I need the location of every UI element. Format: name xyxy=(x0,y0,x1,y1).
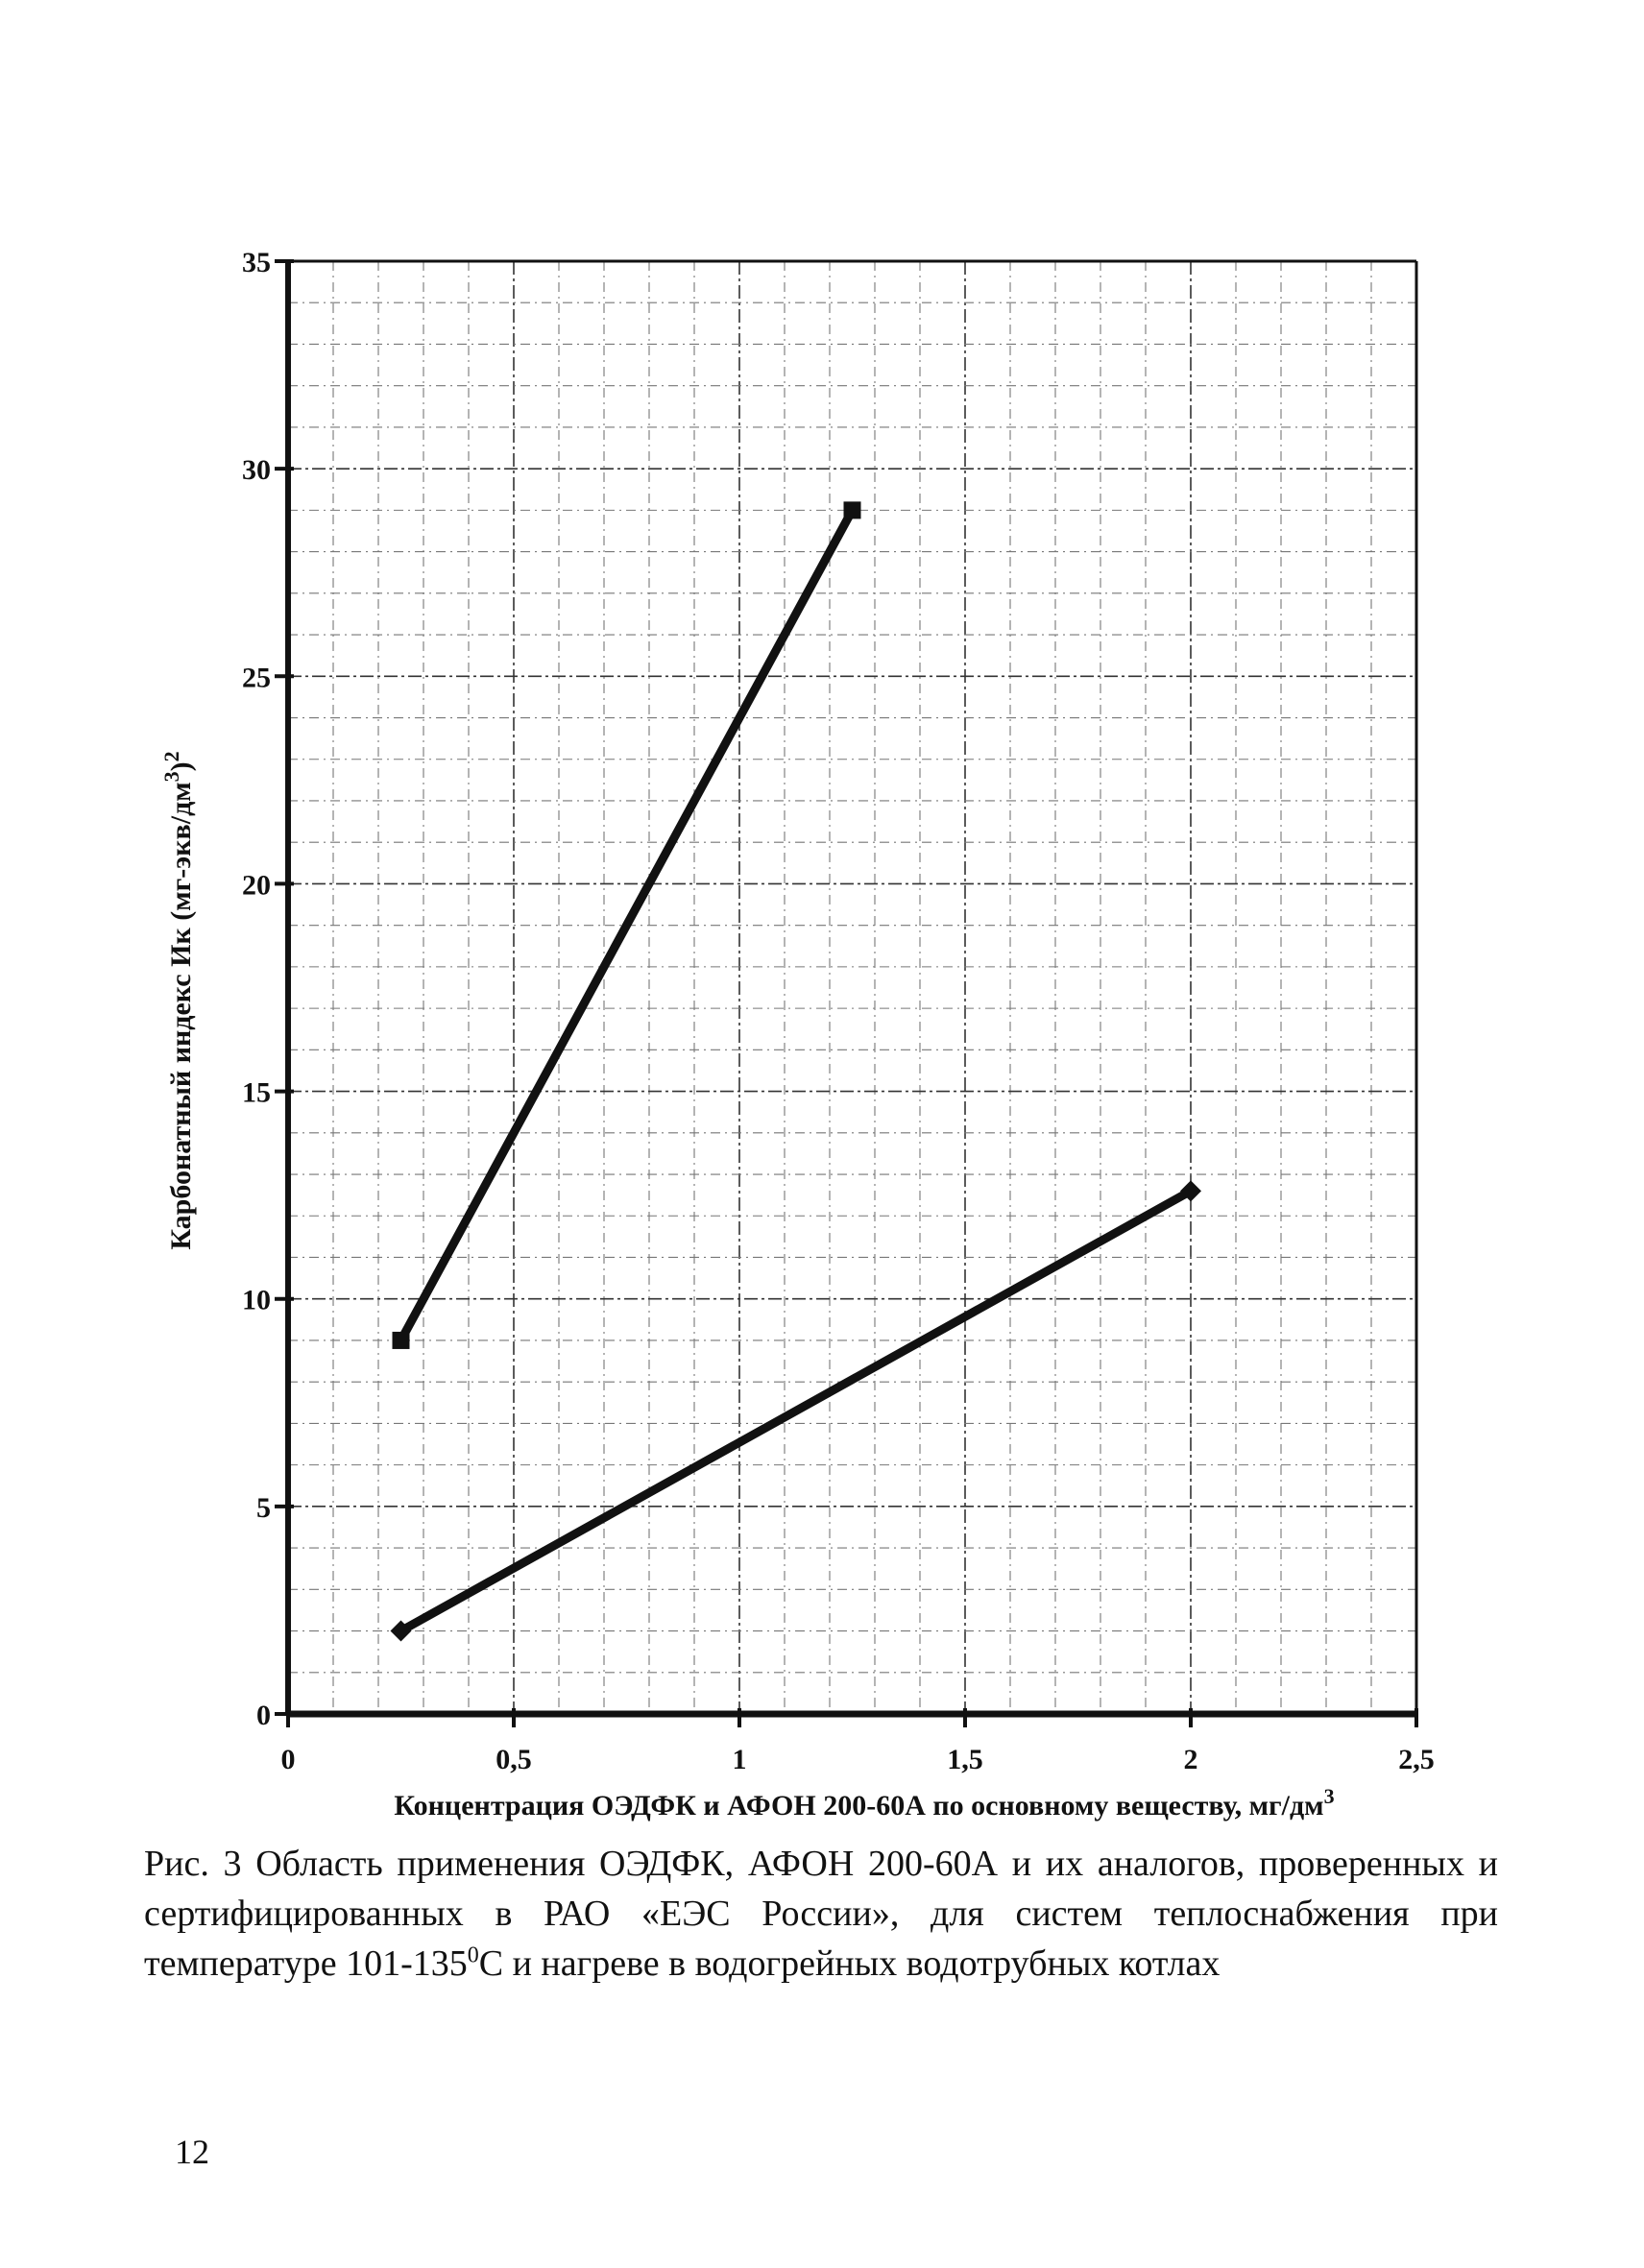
axes xyxy=(275,259,1418,1727)
x-tick-label: 0 xyxy=(281,1744,296,1775)
x-tick-label: 1,5 xyxy=(947,1744,983,1775)
page-number: 12 xyxy=(175,2133,209,2171)
x-axis-label: Концентрация ОЭДФК и АФОН 200-60А по осн… xyxy=(394,1784,1334,1822)
series-1-point xyxy=(392,1331,410,1349)
caption-degree-sup: 0 xyxy=(467,1942,479,1968)
y-tick-label: 35 xyxy=(242,247,271,278)
figure-caption: Рис. 3 Область применения ОЭДФК, АФОН 20… xyxy=(144,1839,1498,1989)
x-tick-label: 2 xyxy=(1184,1744,1198,1775)
y-tick-label: 20 xyxy=(242,869,271,901)
caption-text-start: Рис. 3 Область применения ОЭДФК, АФОН 20… xyxy=(144,1844,1498,1984)
grid xyxy=(288,261,1416,1714)
series-line-2 xyxy=(397,1186,1196,1636)
series-group xyxy=(390,501,1201,1642)
y-tick-label: 30 xyxy=(242,454,271,486)
caption-text-end: С и нагреве в водогрейных водотрубных ко… xyxy=(478,1943,1221,1984)
series-1-point xyxy=(843,501,861,519)
series-2-point xyxy=(1180,1180,1201,1202)
chart: 0 0,5 1 1,5 2 2,5 0 5 10 15 20 25 30 35 Концентрация … xyxy=(159,247,1435,1822)
y-tick-label: 10 xyxy=(242,1285,271,1316)
y-axis-label: Карбонатный индекс Ик (мг-экв/дм3)2 xyxy=(159,751,197,1249)
y-tick-label: 15 xyxy=(242,1077,271,1109)
y-tick-label: 5 xyxy=(256,1492,271,1524)
series-2-point xyxy=(390,1620,412,1642)
series-line-1 xyxy=(397,505,857,1345)
x-tick-label: 0,5 xyxy=(496,1744,532,1775)
y-tick-label: 0 xyxy=(256,1700,271,1731)
x-tick-label: 2,5 xyxy=(1398,1744,1435,1775)
tick-labels: 0 0,5 1 1,5 2 2,5 0 5 10 15 20 25 30 35 xyxy=(242,247,1435,1775)
x-tick-label: 1 xyxy=(733,1744,747,1775)
y-tick-label: 25 xyxy=(242,662,271,693)
